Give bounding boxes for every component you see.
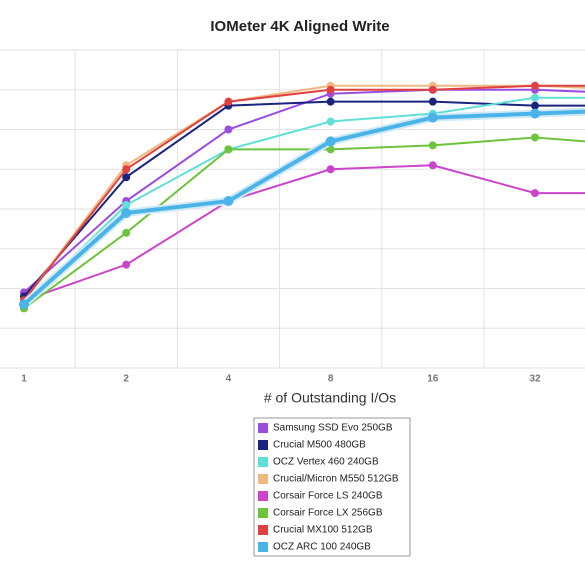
x-tick-label: 1 [21, 374, 27, 385]
legend-label: Corsair Force LS 240GB [273, 491, 383, 502]
series-marker [531, 133, 539, 142]
series-line [23, 100, 585, 298]
series-marker [223, 196, 234, 207]
series-line [23, 96, 585, 306]
legend-swatch [258, 474, 268, 484]
legend-swatch [258, 440, 268, 450]
series-marker [428, 97, 437, 106]
series-marker [122, 201, 131, 210]
series-marker [326, 145, 335, 154]
legend-label: Corsair Force LX 256GB [273, 508, 383, 519]
series-marker [326, 165, 335, 174]
series-marker [122, 165, 131, 174]
series-marker [122, 260, 131, 269]
series-marker [19, 299, 29, 310]
legend-swatch [258, 525, 268, 535]
x-tick-label: 16 [427, 374, 439, 385]
series-marker [428, 141, 437, 150]
series-marker [224, 97, 233, 106]
x-tick-label: 8 [328, 374, 334, 385]
series-marker [325, 136, 336, 147]
legend-swatch [258, 423, 268, 433]
series-marker [326, 85, 335, 94]
x-axis-label: # of Outstanding I/Os [264, 390, 396, 406]
legend-swatch [258, 457, 268, 467]
legend-swatch [258, 542, 268, 552]
series-line [22, 109, 585, 306]
series-marker [531, 189, 539, 198]
series-marker [531, 81, 539, 90]
series-marker [428, 85, 437, 94]
x-tick-label: 4 [226, 374, 232, 385]
series-marker [224, 125, 233, 134]
series-marker [326, 97, 335, 106]
legend-label: Crucial M500 480GB [273, 440, 366, 451]
series-marker [428, 161, 437, 170]
legend-swatch [258, 508, 268, 518]
series-marker [224, 145, 233, 154]
legend-swatch [258, 491, 268, 501]
series-marker [530, 108, 540, 119]
legend-label: Samsung SSD Evo 250GB [273, 423, 393, 434]
series-marker [427, 112, 438, 123]
series-marker [121, 207, 132, 218]
series-marker [531, 101, 539, 110]
x-tick-label: 32 [529, 374, 541, 385]
legend-label: Crucial/Micron M550 512GB [273, 474, 399, 485]
legend-label: Crucial MX100 512GB [273, 525, 373, 536]
x-tick-label: 2 [123, 374, 129, 385]
series-marker [122, 228, 131, 237]
series-marker [531, 93, 539, 102]
series-glow [21, 107, 585, 308]
legend-box [253, 417, 411, 557]
series-marker [326, 117, 335, 126]
legend-label: OCZ Vertex 460 240GB [273, 457, 379, 468]
series-marker [122, 173, 131, 182]
chart-title: IOMeter 4K Aligned Write [210, 18, 389, 35]
legend-label: OCZ ARC 100 240GB [273, 542, 371, 553]
